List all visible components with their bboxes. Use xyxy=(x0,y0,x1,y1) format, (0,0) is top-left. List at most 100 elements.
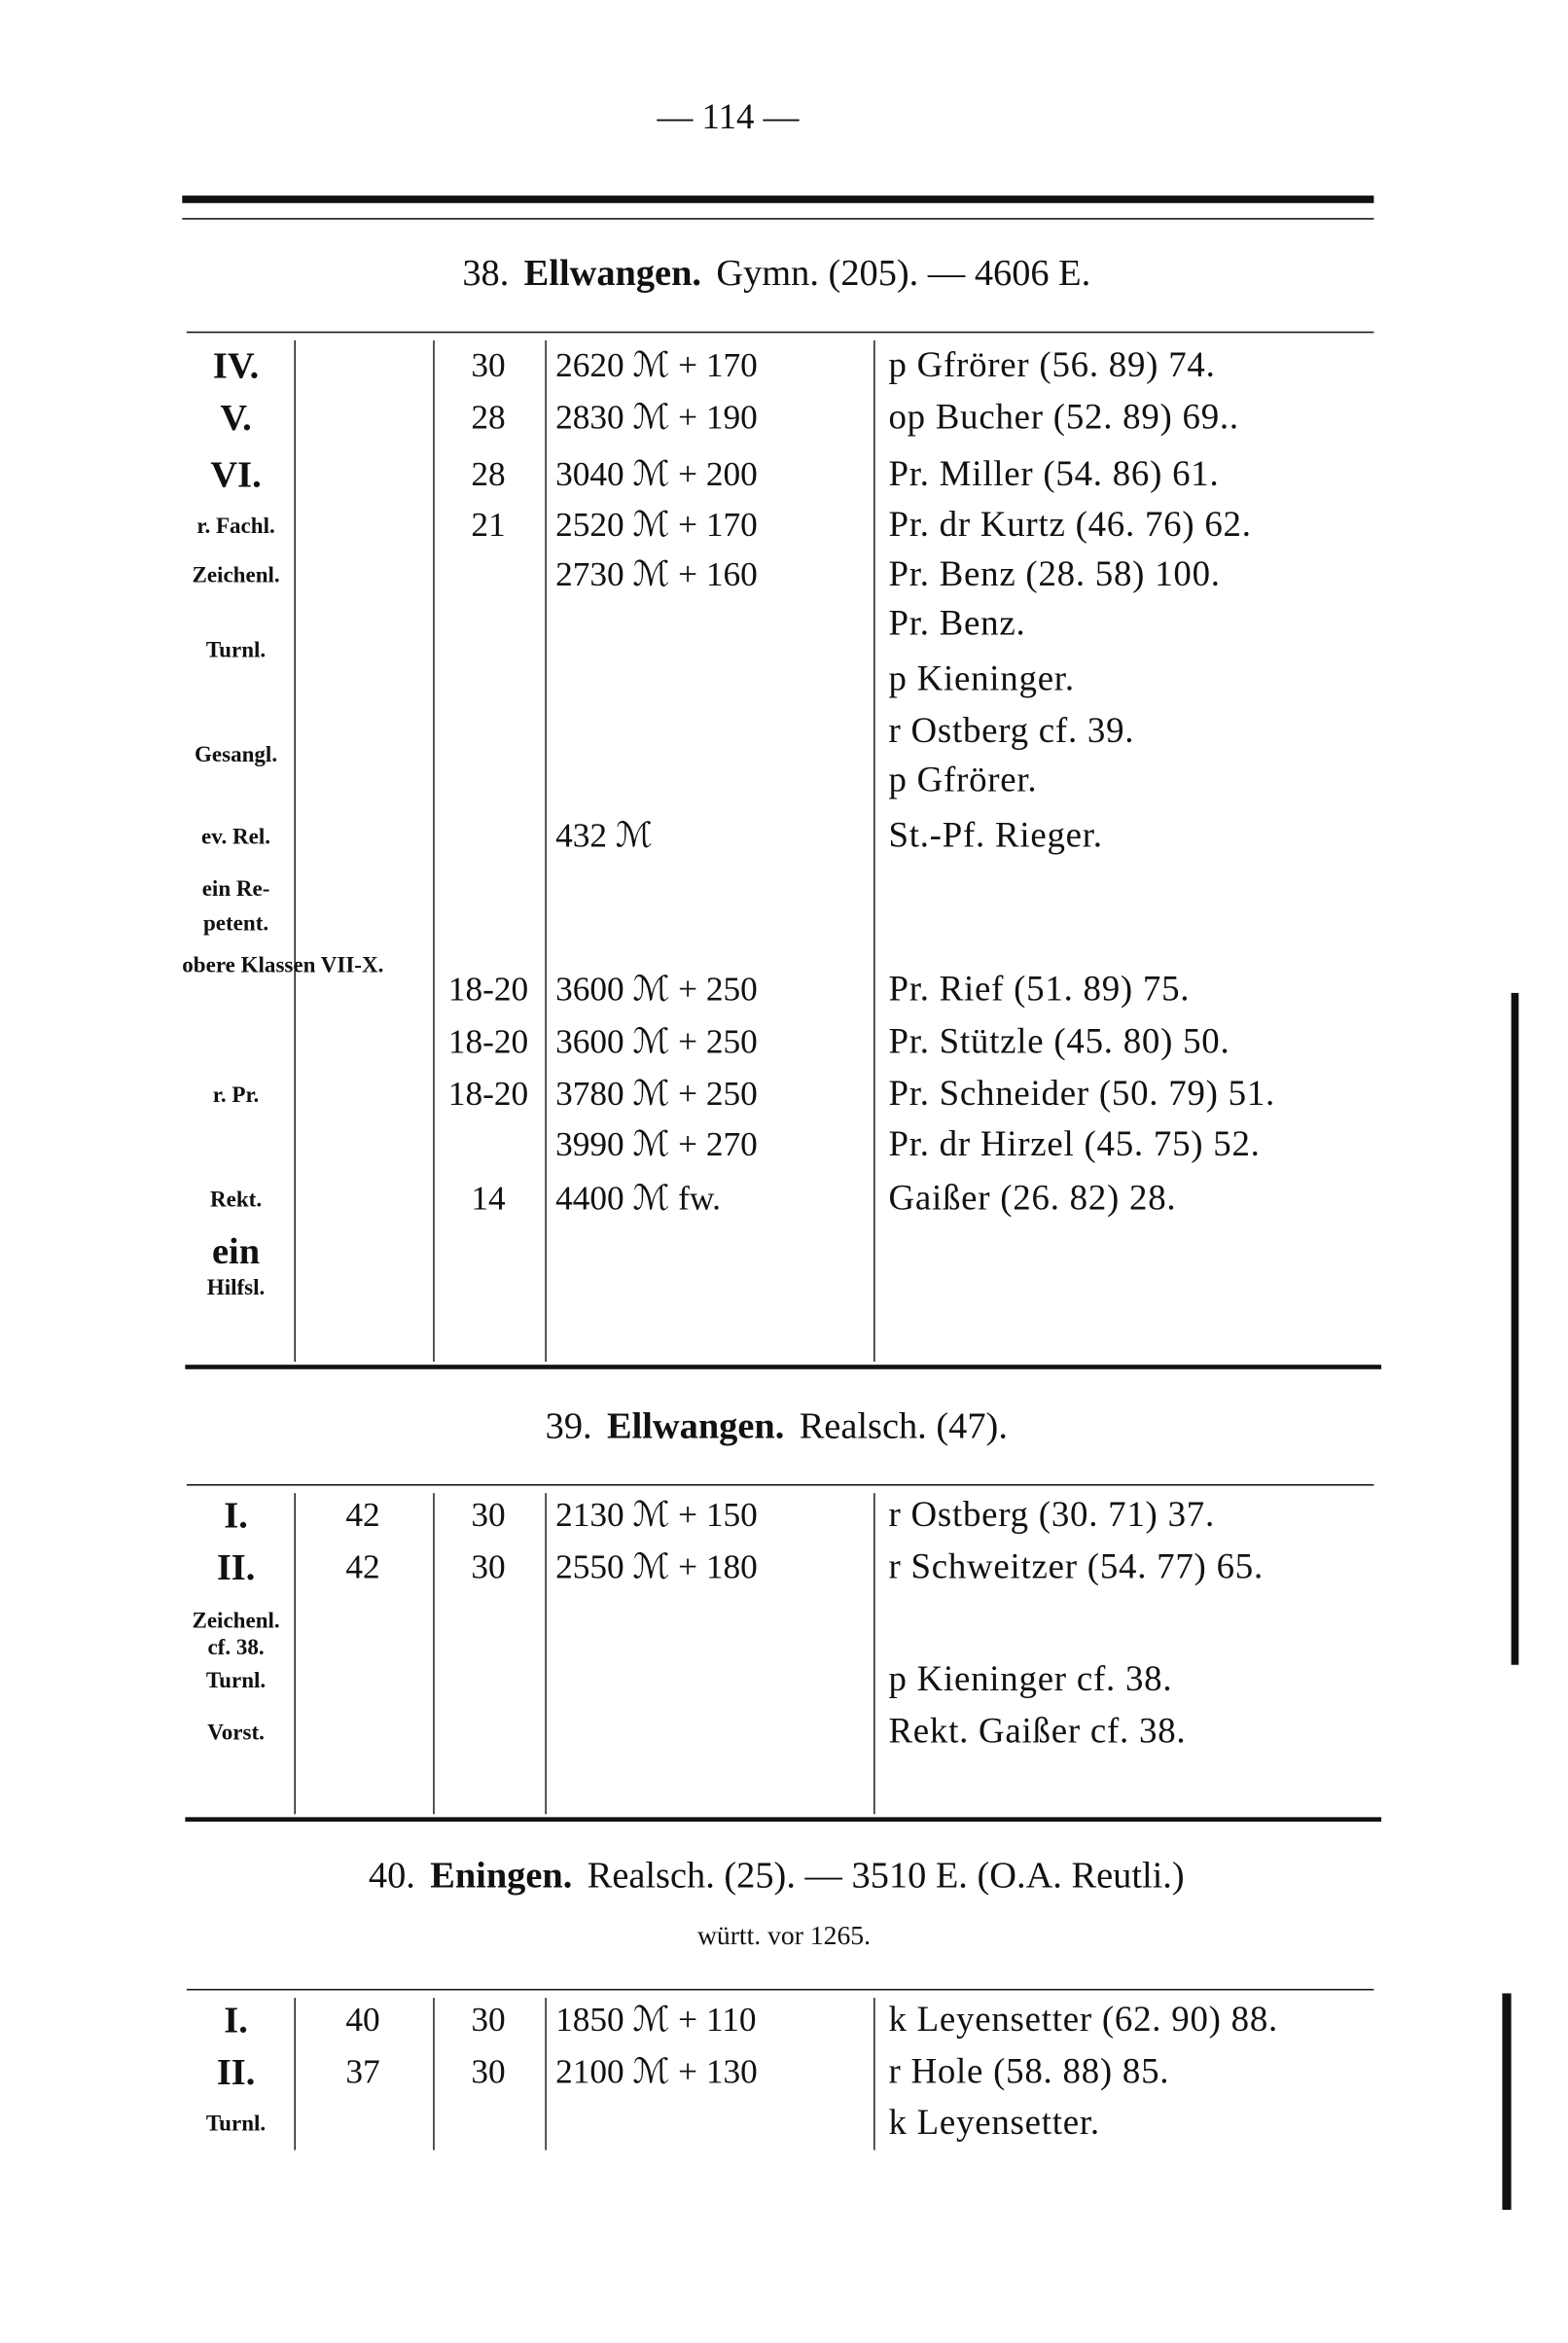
teacher-name: Pr. dr Hirzel (45. 75) 52. xyxy=(888,1125,1261,1165)
salary: 3990 ℳ + 270 xyxy=(555,1125,758,1163)
table-top-line xyxy=(186,1988,1374,1991)
count-2: 30 xyxy=(471,2052,506,2091)
teacher-name: Rekt. Gaißer cf. 38. xyxy=(888,1712,1187,1752)
count-2: 30 xyxy=(471,1548,506,1586)
section-bottom-rule xyxy=(185,1365,1382,1369)
row-label: obere Klassen VII-X. xyxy=(182,953,384,978)
column-divider xyxy=(433,340,436,1363)
count-1: 37 xyxy=(345,2052,380,2091)
row-label: Zeichenl. xyxy=(192,1609,280,1634)
row-label: cf. 38. xyxy=(207,1636,265,1661)
row-label: ein Re- xyxy=(201,877,270,903)
section-rest: Realsch. (47). xyxy=(799,1406,1008,1447)
teacher-name: Pr. Benz (28. 58) 100. xyxy=(888,555,1221,595)
salary: 3600 ℳ + 250 xyxy=(555,970,758,1009)
count-2: 21 xyxy=(471,506,506,544)
teacher-name: Pr. Benz. xyxy=(888,604,1026,644)
row-label: IV. xyxy=(212,346,260,387)
teacher-name: p Gfrörer (56. 89) 74. xyxy=(888,346,1216,386)
row-label: r. Fachl. xyxy=(196,515,275,540)
salary: 2830 ℳ + 190 xyxy=(555,398,758,437)
column-divider xyxy=(873,1998,875,2150)
salary: 2730 ℳ + 160 xyxy=(555,555,758,593)
row-label: VI. xyxy=(210,455,262,496)
salary: 3780 ℳ + 250 xyxy=(555,1075,758,1113)
page-number: — 114 — xyxy=(657,98,800,138)
salary: 2130 ℳ + 150 xyxy=(555,1496,758,1534)
salary: 4400 ℳ fw. xyxy=(555,1179,721,1218)
row-label: ein xyxy=(212,1231,261,1272)
salary: 1850 ℳ + 110 xyxy=(555,2001,757,2039)
row-label: I. xyxy=(224,2001,248,2041)
top-rule xyxy=(182,195,1374,203)
row-label: ev. Rel. xyxy=(201,825,271,850)
teacher-name: Pr. Stützle (45. 80) 50. xyxy=(888,1022,1230,1062)
count-2: 28 xyxy=(471,398,506,437)
column-divider xyxy=(545,1493,548,1815)
row-label: petent. xyxy=(202,912,269,937)
teacher-name: p Kieninger cf. 38. xyxy=(888,1660,1173,1700)
teacher-name: p Gfrörer. xyxy=(888,761,1038,800)
teacher-name: Pr. Schneider (50. 79) 51. xyxy=(888,1075,1276,1115)
section-title: 38. Ellwangen. Gymn. (205). — 4606 E. xyxy=(0,254,1568,296)
row-label: Hilfsl. xyxy=(206,1276,266,1301)
section-town: Ellwangen. xyxy=(606,1406,785,1447)
top-rule-thin xyxy=(182,218,1374,220)
section-town: Ellwangen. xyxy=(523,253,702,295)
teacher-name: Pr. Rief (51. 89) 75. xyxy=(888,970,1191,1010)
row-label: Zeichenl. xyxy=(192,564,280,588)
column-divider xyxy=(294,340,297,1363)
teacher-name: p Kieninger. xyxy=(888,659,1075,699)
count-1: 40 xyxy=(345,2001,380,2039)
section-number: 40. xyxy=(368,1856,415,1897)
teacher-name: op Bucher (52. 89) 69.. xyxy=(888,398,1239,438)
count-2: 18-20 xyxy=(447,970,529,1009)
count-1: 42 xyxy=(345,1496,380,1534)
count-1: 42 xyxy=(345,1548,380,1586)
table-top-line xyxy=(186,331,1374,334)
teacher-name: r Ostberg (30. 71) 37. xyxy=(888,1496,1215,1536)
salary: 2520 ℳ + 170 xyxy=(555,506,758,544)
row-label: Vorst. xyxy=(207,1722,265,1746)
count-2: 30 xyxy=(471,1496,506,1534)
section-rest: Gymn. (205). — 4606 E. xyxy=(716,253,1091,295)
teacher-name: k Leyensetter (62. 90) 88. xyxy=(888,2001,1279,2041)
salary: 2550 ℳ + 180 xyxy=(555,1548,758,1586)
section-number: 38. xyxy=(462,253,510,295)
row-label: Gesangl. xyxy=(195,743,278,768)
section-subtitle: württ. vor 1265. xyxy=(696,1920,872,1950)
scan-margin-mark xyxy=(1502,1993,1512,2211)
teacher-name: k Leyensetter. xyxy=(888,2104,1100,2144)
salary: 2100 ℳ + 130 xyxy=(555,2052,758,2091)
column-divider xyxy=(545,1998,548,2150)
row-label: V. xyxy=(220,398,252,440)
count-2: 18-20 xyxy=(447,1075,529,1113)
section-title: 40. Eningen. Realsch. (25). — 3510 E. (O.A… xyxy=(0,1856,1568,1898)
section-bottom-rule xyxy=(185,1817,1382,1822)
section-number: 39. xyxy=(545,1406,592,1447)
salary: 3600 ℳ + 250 xyxy=(555,1022,758,1060)
teacher-name: Pr. Miller (54. 86) 61. xyxy=(888,455,1220,495)
row-label: r. Pr. xyxy=(212,1083,260,1109)
row-label: Turnl. xyxy=(205,1669,267,1693)
row-label: II. xyxy=(216,1548,256,1589)
salary: 2620 ℳ + 170 xyxy=(555,346,758,384)
count-2: 30 xyxy=(471,2001,506,2039)
row-label: Rekt. xyxy=(210,1189,263,1213)
section-title: 39. Ellwangen. Realsch. (47). xyxy=(0,1406,1568,1448)
count-2: 18-20 xyxy=(447,1022,529,1060)
teacher-name: Gaißer (26. 82) 28. xyxy=(888,1179,1177,1219)
row-label: II. xyxy=(216,2052,256,2094)
column-divider xyxy=(433,1998,436,2150)
column-divider xyxy=(873,340,875,1363)
column-divider xyxy=(545,340,548,1363)
section-town: Eningen. xyxy=(430,1856,573,1897)
column-divider xyxy=(433,1493,436,1815)
count-2: 30 xyxy=(471,346,506,384)
row-label: Turnl. xyxy=(205,639,267,663)
salary: 432 ℳ xyxy=(555,816,653,855)
teacher-name: St.-Pf. Rieger. xyxy=(888,816,1103,856)
column-divider xyxy=(294,1998,297,2150)
row-label: I. xyxy=(224,1496,248,1537)
